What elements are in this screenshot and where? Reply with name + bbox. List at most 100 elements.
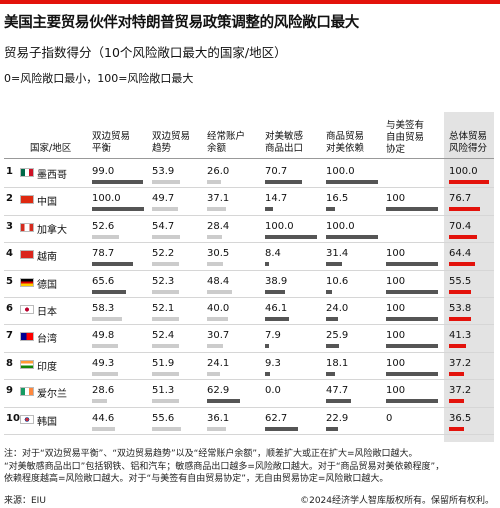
- score-bar: [92, 234, 120, 239]
- accent-bar: [0, 0, 500, 4]
- footnote: 注：对于“双边贸易平衡”、“双边贸易趋势”以及“经常账户余额”，顺差扩大或正在扩…: [4, 448, 496, 486]
- score-value: 58.3: [92, 303, 115, 314]
- total-score-bar: [449, 234, 478, 239]
- score-value: 99.0: [92, 166, 115, 177]
- row-rank: 3: [6, 220, 13, 232]
- score-value: 51.3: [152, 385, 175, 397]
- country-name: 爱尔兰: [37, 389, 67, 401]
- score-bar: [386, 289, 438, 294]
- total-score-bar: [449, 344, 466, 349]
- score-value: 24.1: [207, 357, 230, 369]
- score-value: 49.3: [92, 357, 115, 369]
- score-bar: [326, 371, 336, 376]
- score-value: 26.0: [207, 166, 230, 177]
- score-bar: [207, 234, 222, 239]
- score-bar: [265, 371, 270, 376]
- score-value: 48.4: [207, 275, 230, 287]
- total-score-bar: [449, 180, 489, 184]
- score-value: 49.8: [92, 330, 115, 342]
- score-value: 52.2: [152, 248, 175, 260]
- column-header-line: 对美敏感: [265, 131, 304, 142]
- column-header: 对美敏感 商品出口: [265, 131, 303, 155]
- country-name: 日本: [37, 307, 57, 318]
- total-score-value: 76.7: [449, 193, 472, 205]
- score-bar: [386, 207, 438, 212]
- score-value: 62.9: [207, 385, 230, 397]
- score-value: 100.0: [92, 193, 121, 205]
- column-header-line: 经常账户: [207, 131, 246, 142]
- source-note: 来源：EIU: [4, 496, 46, 506]
- score-value: 8.4: [265, 248, 281, 260]
- total-score-bar: [449, 207, 480, 212]
- row-rank: 6: [6, 303, 13, 314]
- jp-flag-icon: [20, 305, 34, 314]
- column-header-line: 趋势: [152, 143, 172, 154]
- score-value: 28.6: [92, 385, 115, 397]
- footnote-line-1: 注：对于“双边贸易平衡”、“双边贸易趋势”以及“经常账户余额”，顺差扩大或正在扩…: [4, 449, 418, 459]
- copyright-note: ©2024经济学人智库版权所有。保留所有权利。: [300, 496, 494, 506]
- score-value: 51.9: [152, 357, 175, 369]
- score-value: 28.4: [207, 220, 230, 232]
- row-divider: [4, 297, 494, 298]
- score-bar: [92, 262, 133, 267]
- score-value: 49.7: [152, 193, 175, 205]
- score-value: 100: [386, 303, 406, 314]
- score-bar: [326, 262, 343, 267]
- score-bar: [265, 317, 289, 321]
- row-divider: [4, 187, 494, 189]
- column-header-line: 双边贸易: [152, 131, 191, 142]
- row-divider: [4, 269, 494, 271]
- score-value: 53.9: [152, 166, 175, 177]
- row-rank: 2: [6, 193, 13, 205]
- score-bar: [265, 344, 270, 349]
- score-bar: [386, 262, 438, 267]
- score-value: 31.4: [326, 248, 349, 260]
- score-value: 30.5: [207, 248, 230, 260]
- score-value: 52.6: [92, 220, 115, 232]
- score-value: 52.1: [152, 303, 175, 314]
- score-bar: [265, 207, 273, 212]
- score-value: 70.7: [265, 166, 288, 177]
- score-bar: [386, 344, 438, 349]
- column-header: 国家/地区: [30, 143, 71, 155]
- score-value: 100.0: [326, 220, 355, 232]
- score-value: 9.3: [265, 357, 281, 369]
- score-bar: [92, 426, 116, 431]
- ie-flag-icon: [20, 387, 34, 397]
- score-bar: [92, 289, 127, 294]
- column-header-line: 国家/地区: [30, 143, 72, 154]
- row-rank: 5: [6, 275, 13, 287]
- score-bar: [152, 234, 181, 239]
- row-divider: [4, 406, 494, 408]
- score-bar: [326, 234, 378, 239]
- score-value: 52.3: [152, 275, 175, 287]
- score-bar: [92, 317, 123, 321]
- score-bar: [207, 344, 223, 349]
- row-divider: [4, 324, 494, 326]
- score-bar: [92, 399, 107, 404]
- score-bar: [386, 399, 438, 404]
- row-divider: [4, 434, 494, 435]
- total-score-value: 37.2: [449, 357, 472, 369]
- score-value: 100: [386, 275, 406, 287]
- kr-flag-icon: [20, 414, 34, 424]
- total-score-value: 100.0: [449, 166, 478, 177]
- score-value: 100: [386, 357, 406, 369]
- score-bar: [207, 317, 228, 321]
- score-value: 46.1: [265, 303, 288, 314]
- score-bar: [92, 207, 144, 212]
- score-value: 37.1: [207, 193, 230, 205]
- row-rank: 10: [6, 412, 20, 424]
- score-bar: [152, 399, 179, 404]
- score-value: 0.0: [265, 385, 281, 397]
- row-divider: [4, 379, 494, 381]
- score-value: 62.7: [265, 412, 288, 424]
- score-bar: [92, 344, 118, 349]
- column-header: 与美签有 自由贸易 协定: [386, 120, 424, 156]
- score-bar: [152, 344, 180, 349]
- score-bar: [265, 289, 286, 294]
- chart-subtitle: 贸易子指数得分（10个风险敞口最大的国家/地区）: [4, 45, 287, 60]
- score-value: 100: [386, 248, 406, 260]
- score-value: 100.0: [326, 166, 355, 177]
- score-bar: [326, 317, 339, 321]
